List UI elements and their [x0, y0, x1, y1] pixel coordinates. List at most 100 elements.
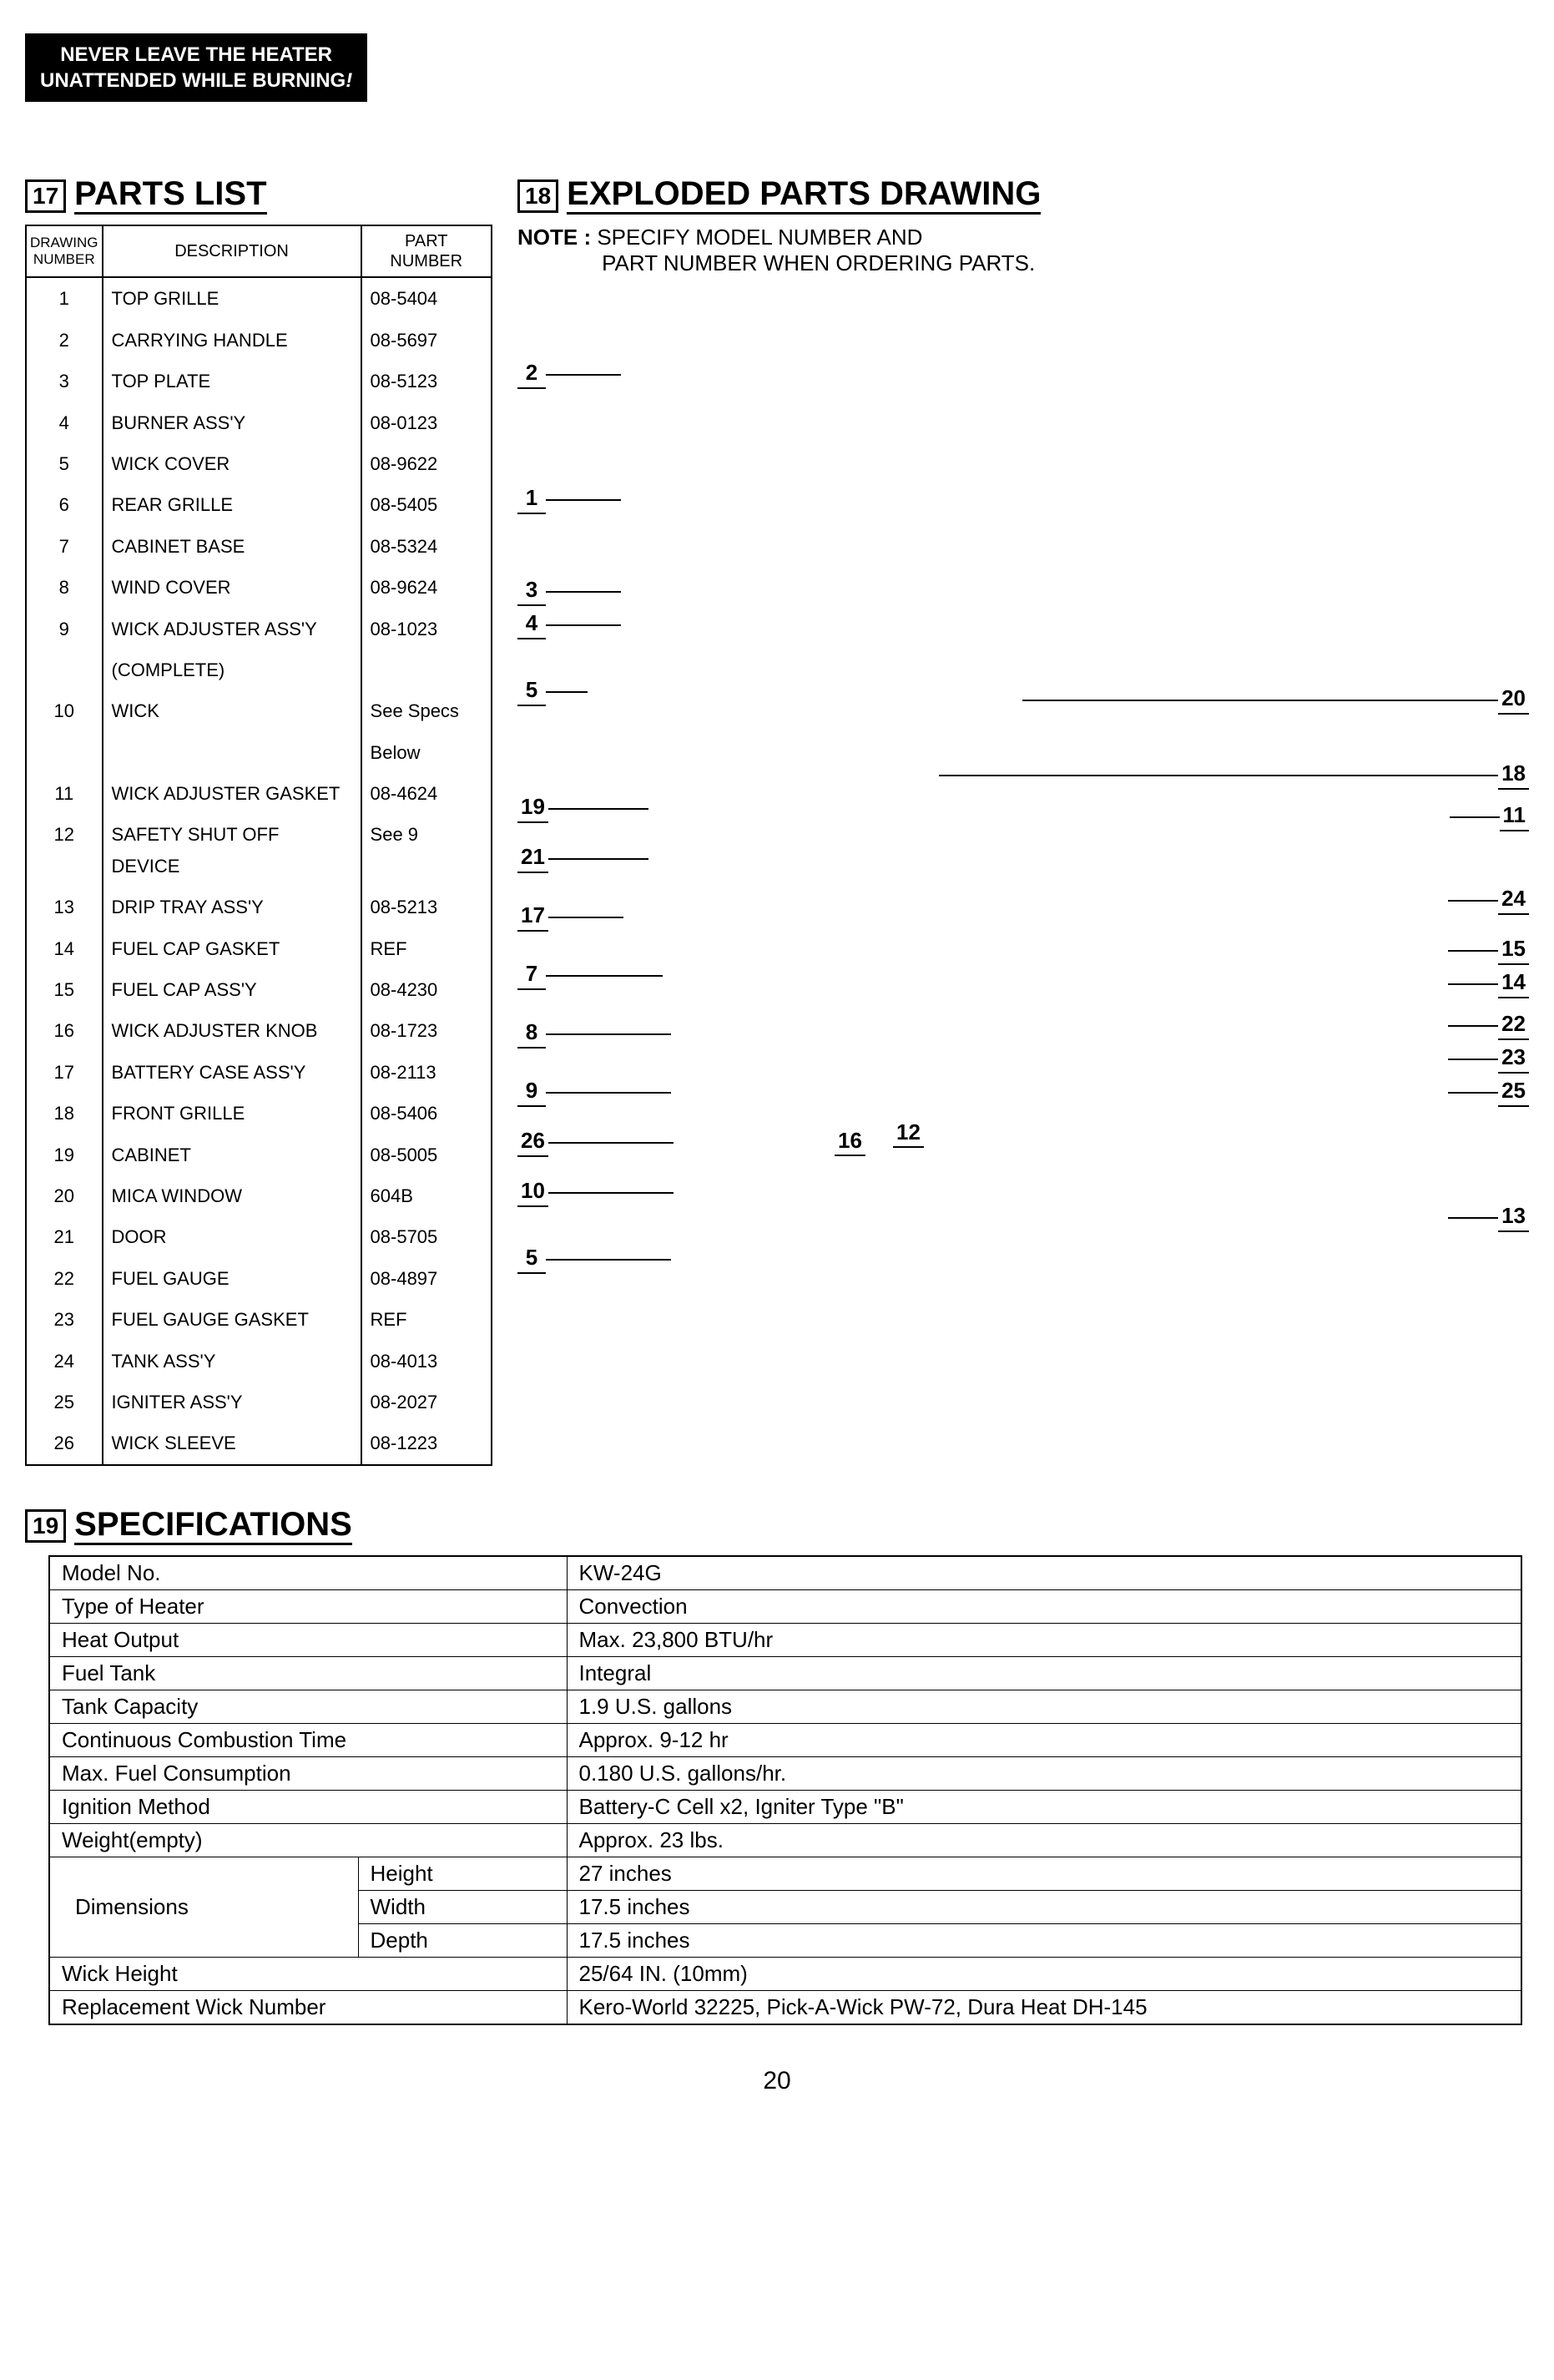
table-row: 8WIND COVER08-9624: [26, 567, 492, 608]
table-row: 15FUEL CAP ASS'Y08-4230: [26, 969, 492, 1010]
spec-label: Ignition Method: [49, 1790, 567, 1823]
table-row: 3TOP PLATE08-5123: [26, 361, 492, 402]
callout-line: [1448, 1092, 1498, 1094]
cell-num: 2: [26, 320, 103, 361]
table-row: 25IGNITER ASS'Y08-2027: [26, 1382, 492, 1422]
table-row: 11WICK ADJUSTER GASKET08-4624: [26, 773, 492, 814]
table-row: Max. Fuel Consumption0.180 U.S. gallons/…: [49, 1756, 1521, 1790]
cell-num: 6: [26, 484, 103, 525]
table-row: 5WICK COVER08-9622: [26, 443, 492, 484]
spec-label: Replacement Wick Number: [49, 1990, 567, 2024]
note-label: NOTE :: [517, 225, 591, 250]
table-row: 14FUEL CAP GASKETREF: [26, 928, 492, 969]
page-number: 20: [25, 2067, 1529, 2095]
table-row: 10WICKSee Specs: [26, 690, 492, 731]
callout-line: [548, 858, 648, 860]
spec-value: 25/64 IN. (10mm): [567, 1957, 1521, 1990]
spec-value: 27 inches: [567, 1857, 1521, 1890]
cell-num: 12: [26, 814, 103, 887]
cell-desc: WICK SLEEVE: [103, 1422, 361, 1464]
spec-label: Max. Fuel Consumption: [49, 1756, 567, 1790]
callout-num: 9: [517, 1078, 546, 1107]
callout-line: [546, 499, 621, 501]
table-row: 22FUEL GAUGE08-4897: [26, 1258, 492, 1299]
spec-label: Weight(empty): [49, 1823, 567, 1857]
cell-part: REF: [361, 928, 492, 969]
cell-desc: BURNER ASS'Y: [103, 402, 361, 443]
spec-value: Convection: [567, 1589, 1521, 1623]
cell-desc: FUEL CAP ASS'Y: [103, 969, 361, 1010]
cell-num: [26, 649, 103, 690]
specs-title: SPECIFICATIONS: [74, 1508, 352, 1545]
cell-part: REF: [361, 1299, 492, 1340]
cell-num: 16: [26, 1010, 103, 1051]
spec-label: Continuous Combustion Time: [49, 1723, 567, 1756]
callout-13: 13: [1448, 1203, 1529, 1232]
col-description: DESCRIPTION: [103, 225, 361, 277]
cell-num: 21: [26, 1216, 103, 1257]
cell-desc: SAFETY SHUT OFF DEVICE: [103, 814, 361, 887]
spec-label: Type of Heater: [49, 1589, 567, 1623]
table-row: 9WICK ADJUSTER ASS'Y08-1023: [26, 609, 492, 649]
table-row: 21DOOR08-5705: [26, 1216, 492, 1257]
callout-9: 9: [517, 1078, 671, 1107]
callout-line: [546, 691, 588, 693]
col-drawing-number: DRAWING NUMBER: [26, 225, 103, 277]
cell-num: 13: [26, 887, 103, 927]
callout-line: [546, 624, 621, 626]
table-row: Continuous Combustion TimeApprox. 9-12 h…: [49, 1723, 1521, 1756]
table-row: 7CABINET BASE08-5324: [26, 526, 492, 567]
callout-23: 23: [1448, 1044, 1529, 1074]
section-num-17: 17: [25, 179, 66, 213]
callout-line: [546, 591, 621, 593]
callout-num: 7: [517, 961, 546, 990]
callout-num: 17: [517, 902, 548, 932]
cell-part: 08-5005: [361, 1134, 492, 1175]
cell-part: See Specs: [361, 690, 492, 731]
cell-desc: BATTERY CASE ASS'Y: [103, 1052, 361, 1093]
specs-section: 19 SPECIFICATIONS Model No.KW-24GType of…: [25, 1508, 1529, 2025]
spec-value: KW-24G: [567, 1556, 1521, 1590]
cell-part: 08-9624: [361, 567, 492, 608]
callout-line: [546, 374, 621, 376]
cell-num: 15: [26, 969, 103, 1010]
cell-part: 08-5697: [361, 320, 492, 361]
cell-desc: FUEL GAUGE: [103, 1258, 361, 1299]
spec-value: Battery-C Cell x2, Igniter Type "B": [567, 1790, 1521, 1823]
callout-line: [1450, 816, 1500, 818]
spec-value: 17.5 inches: [567, 1890, 1521, 1923]
cell-part: 604B: [361, 1175, 492, 1216]
parts-list-title: PARTS LIST: [74, 177, 266, 215]
note-line: NOTE : SPECIFY MODEL NUMBER AND PART NUM…: [517, 225, 1529, 276]
cell-num: 25: [26, 1382, 103, 1422]
cell-num: 26: [26, 1422, 103, 1464]
cell-part: 08-1223: [361, 1422, 492, 1464]
cell-num: 24: [26, 1341, 103, 1382]
table-row: 12SAFETY SHUT OFF DEVICESee 9: [26, 814, 492, 887]
spec-value: 0.180 U.S. gallons/hr.: [567, 1756, 1521, 1790]
cell-desc: TOP PLATE: [103, 361, 361, 402]
cell-part: 08-5213: [361, 887, 492, 927]
cell-num: 11: [26, 773, 103, 814]
spec-sublabel: Height: [358, 1857, 567, 1890]
cell-desc: FUEL CAP GASKET: [103, 928, 361, 969]
callout-line: [548, 808, 648, 810]
cell-num: 19: [26, 1134, 103, 1175]
callout-19: 19: [517, 794, 648, 823]
note-text1: SPECIFY MODEL NUMBER AND: [597, 225, 922, 250]
spec-label-dimensions: Dimensions: [49, 1857, 358, 1957]
table-row: 19CABINET08-5005: [26, 1134, 492, 1175]
cell-num: 5: [26, 443, 103, 484]
cell-desc: DOOR: [103, 1216, 361, 1257]
exploded-diagram: 2134519211778926105201811241514222325131…: [517, 301, 1529, 1303]
callout-line: [548, 917, 623, 918]
cell-part: 08-9622: [361, 443, 492, 484]
spec-value: 17.5 inches: [567, 1923, 1521, 1957]
callout-num: 21: [517, 844, 548, 873]
callout-21: 21: [517, 844, 648, 873]
cell-num: [26, 732, 103, 773]
exploded-title: EXPLODED PARTS DRAWING: [567, 177, 1041, 215]
cell-desc: DRIP TRAY ASS'Y: [103, 887, 361, 927]
cell-num: 1: [26, 277, 103, 319]
callout-20: 20: [1022, 685, 1529, 715]
